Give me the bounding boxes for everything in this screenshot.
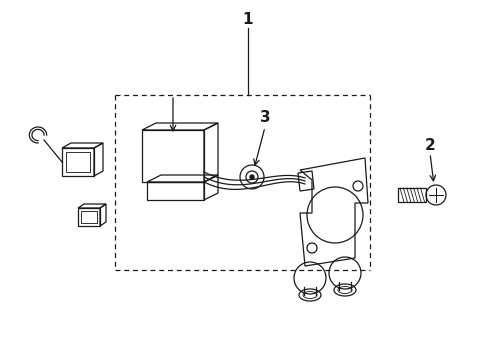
Text: 3: 3: [260, 111, 270, 126]
Text: 2: 2: [425, 138, 436, 153]
Circle shape: [250, 175, 254, 179]
Text: 1: 1: [243, 13, 253, 27]
